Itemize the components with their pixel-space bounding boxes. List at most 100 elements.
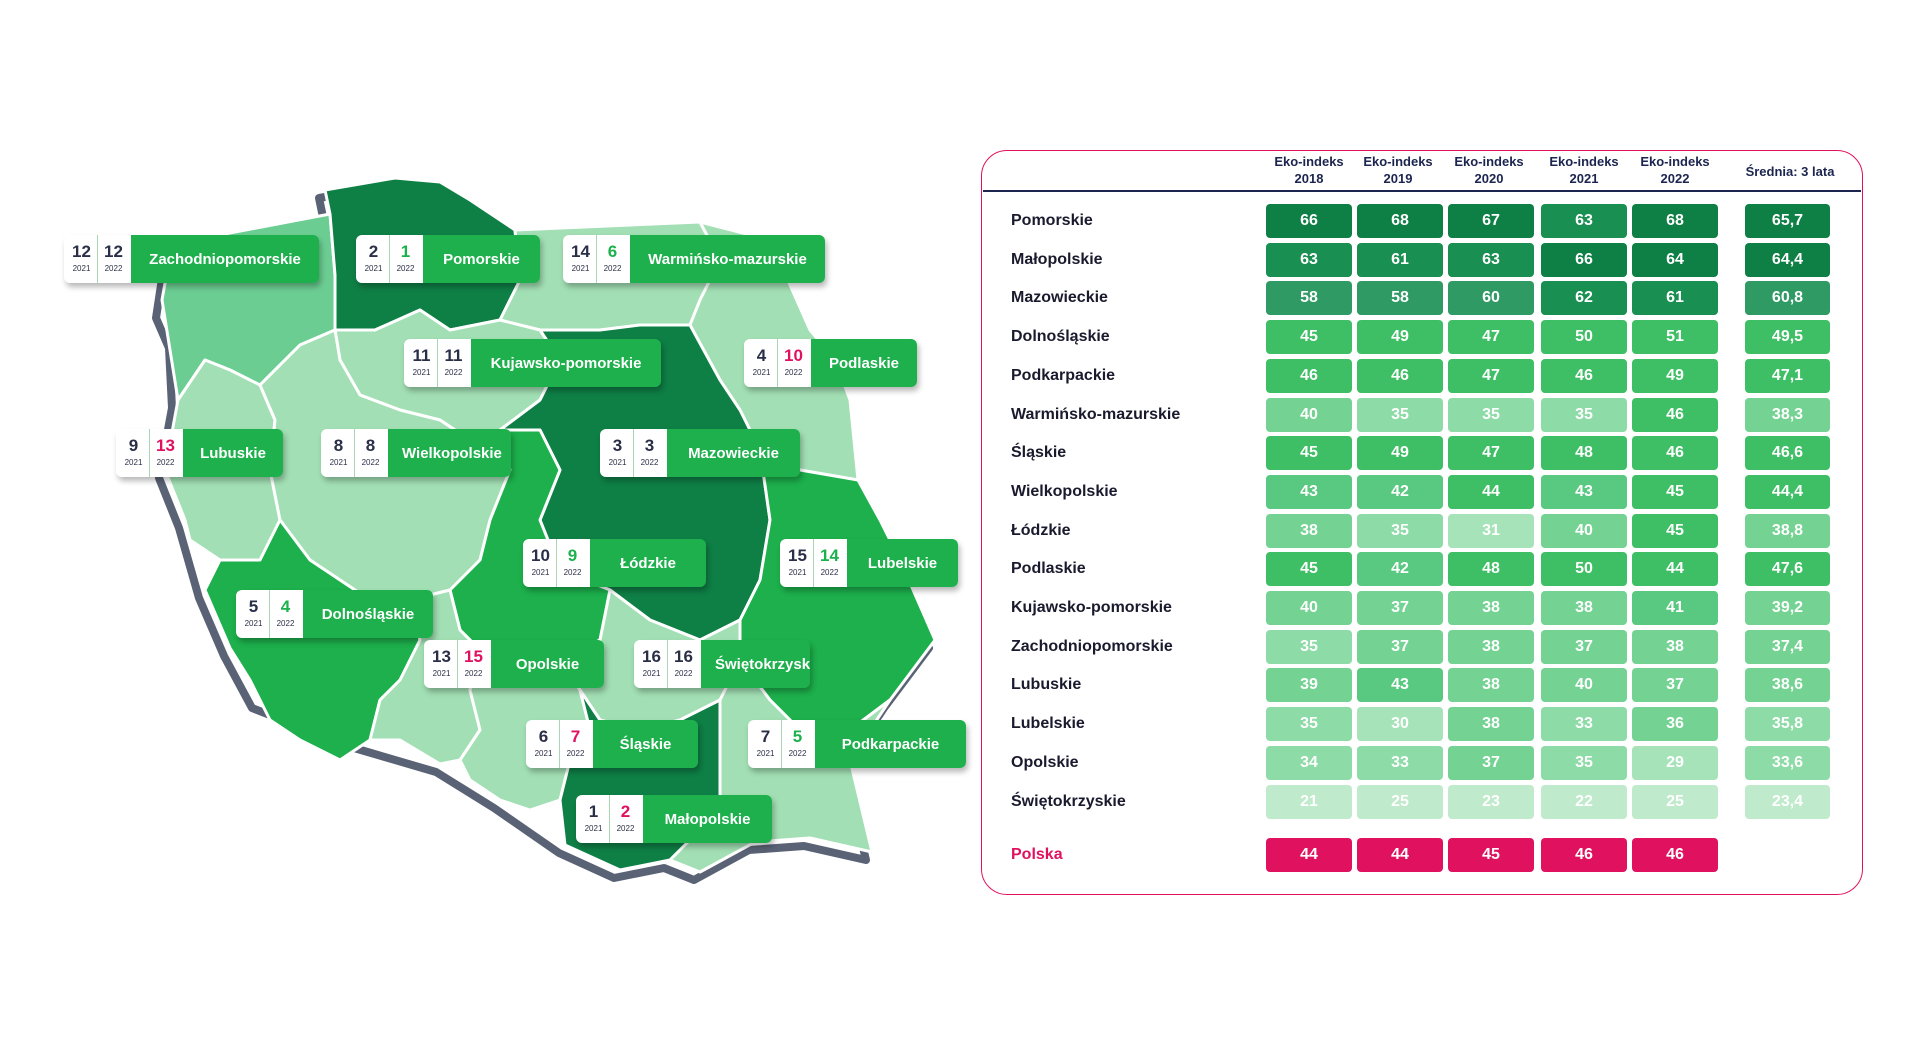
average-cell: 38,6 — [1745, 668, 1830, 703]
rank-badge-warminsko-mazurskie: 14 2021 6 2022 Warmińsko-mazurskie — [563, 235, 825, 283]
region-name: Zachodniopomorskie — [131, 235, 319, 283]
rank-year-label: 2021 — [531, 568, 550, 577]
value-cell: 49 — [1357, 436, 1443, 471]
rank-2022: 3 2022 — [633, 429, 665, 477]
region-name: Łódzkie — [590, 539, 706, 587]
value-cell: 66 — [1541, 242, 1627, 277]
row-label-lubuskie: Lubuskie — [1011, 676, 1082, 694]
row-label-kujawsko-pomorskie: Kujawsko-pomorskie — [1011, 599, 1172, 616]
region-lubelskie — [738, 448, 937, 732]
value-cell: 67 — [1448, 204, 1534, 238]
row-label-podlaskie: Podlaskie — [1011, 560, 1086, 578]
header-line: 2021 — [1569, 171, 1599, 186]
value-cell: 46 — [1632, 397, 1718, 432]
rank-year-label: 2022 — [616, 824, 635, 833]
region-name: Wielkopolskie — [388, 429, 511, 477]
region-name: Podkarpackie — [815, 720, 966, 768]
polska-value-cell: 46 — [1541, 838, 1627, 872]
value-cell: 33 — [1541, 707, 1627, 742]
rank-2021: 9 2021 — [118, 429, 149, 477]
value-cell: 38 — [1541, 591, 1627, 625]
row-label-dolnoslaskie: Dolnośląskie — [1011, 328, 1110, 346]
rank-2022: 13 2022 — [149, 429, 181, 477]
rank-value: 11 — [412, 346, 431, 365]
region-name: Pomorskie — [423, 235, 540, 283]
row-label-warminsko-mazurskie: Warmińsko-mazurskie — [1011, 405, 1181, 423]
rank-value: 8 — [333, 436, 344, 455]
average-cell: 38,8 — [1745, 513, 1830, 548]
value-cell: 37 — [1357, 629, 1443, 664]
rank-value: 2 — [620, 802, 631, 821]
region-name: Opolskie — [491, 640, 604, 688]
row-label-podkarpackie: Podkarpackie — [1011, 366, 1116, 384]
rank-value: 9 — [128, 436, 139, 455]
rank-value: 8 — [365, 436, 376, 455]
value-cell: 21 — [1266, 784, 1352, 819]
rank-2022: 6 2022 — [596, 235, 628, 283]
rank-2022: 12 2022 — [97, 235, 129, 283]
column-header: Eko-indeks 2018 — [1267, 153, 1351, 187]
value-cell: 40 — [1266, 591, 1352, 625]
rank-2021: 10 2021 — [525, 539, 556, 587]
region-name: Dolnośląskie — [303, 590, 433, 638]
region-name: Lubelskie — [847, 539, 958, 587]
rank-year-label: 2021 — [756, 749, 775, 758]
region-name: Mazowieckie — [667, 429, 800, 477]
column-header: Eko-indeks 2021 — [1542, 153, 1626, 187]
region-name: Lubuskie — [183, 429, 283, 477]
rank-2022: 10 2022 — [777, 339, 809, 387]
value-cell: 40 — [1541, 513, 1627, 548]
rank-year-label: 2021 — [642, 669, 661, 678]
header-line: 2019 — [1383, 171, 1413, 186]
rank-pair: 7 2021 5 2022 — [748, 720, 815, 768]
rank-value: 10 — [531, 546, 550, 565]
rank-2021: 8 2021 — [323, 429, 354, 477]
rank-year-label: 2022 — [156, 458, 175, 467]
rank-2021: 14 2021 — [565, 235, 596, 283]
value-cell: 31 — [1448, 513, 1534, 548]
region-name: Kujawsko-pomorskie — [471, 339, 661, 387]
value-cell: 45 — [1632, 474, 1718, 509]
rank-year-label: 2022 — [820, 568, 839, 577]
rank-2021: 16 2021 — [636, 640, 667, 688]
rank-value: 7 — [570, 727, 581, 746]
column-header: Eko-indeks 2019 — [1356, 153, 1440, 187]
row-label-malopolskie: Małopolskie — [1011, 250, 1103, 268]
rank-value: 11 — [444, 346, 463, 365]
value-cell: 43 — [1357, 668, 1443, 703]
value-cell: 45 — [1632, 513, 1718, 548]
value-cell: 22 — [1541, 784, 1627, 819]
column-header: Średnia: 3 lata — [1742, 163, 1838, 180]
rank-pair: 11 2021 11 2022 — [404, 339, 471, 387]
rank-year-label: 2021 — [584, 824, 603, 833]
rank-2021: 15 2021 — [782, 539, 813, 587]
row-label-lubelskie: Lubelskie — [1011, 715, 1085, 733]
rank-pair: 14 2021 6 2022 — [563, 235, 630, 283]
header-line: Eko-indeks — [1454, 154, 1524, 169]
region-name: Podlaskie — [811, 339, 917, 387]
rank-2022: 9 2022 — [556, 539, 588, 587]
value-cell: 48 — [1448, 552, 1534, 587]
value-cell: 60 — [1448, 281, 1534, 316]
value-cell: 50 — [1541, 320, 1627, 355]
rank-value: 15 — [788, 546, 807, 565]
value-cell: 35 — [1541, 745, 1627, 780]
value-cell: 30 — [1357, 707, 1443, 742]
header-line: Eko-indeks — [1549, 154, 1619, 169]
rank-2021: 2 2021 — [358, 235, 389, 283]
rank-year-label: 2021 — [124, 458, 143, 467]
value-cell: 45 — [1266, 552, 1352, 587]
rank-badge-opolskie: 13 2021 15 2022 Opolskie — [424, 640, 604, 688]
value-cell: 49 — [1632, 358, 1718, 393]
value-cell: 62 — [1541, 281, 1627, 316]
rank-year-label: 2021 — [244, 619, 263, 628]
average-cell: 47,6 — [1745, 552, 1830, 587]
value-cell: 41 — [1632, 591, 1718, 625]
value-cell: 63 — [1541, 204, 1627, 238]
value-cell: 35 — [1266, 707, 1352, 742]
value-cell: 58 — [1266, 281, 1352, 316]
rank-2021: 11 2021 — [406, 339, 437, 387]
rank-value: 13 — [432, 647, 451, 666]
average-cell: 65,7 — [1745, 204, 1830, 238]
rank-badge-podlaskie: 4 2021 10 2022 Podlaskie — [744, 339, 917, 387]
